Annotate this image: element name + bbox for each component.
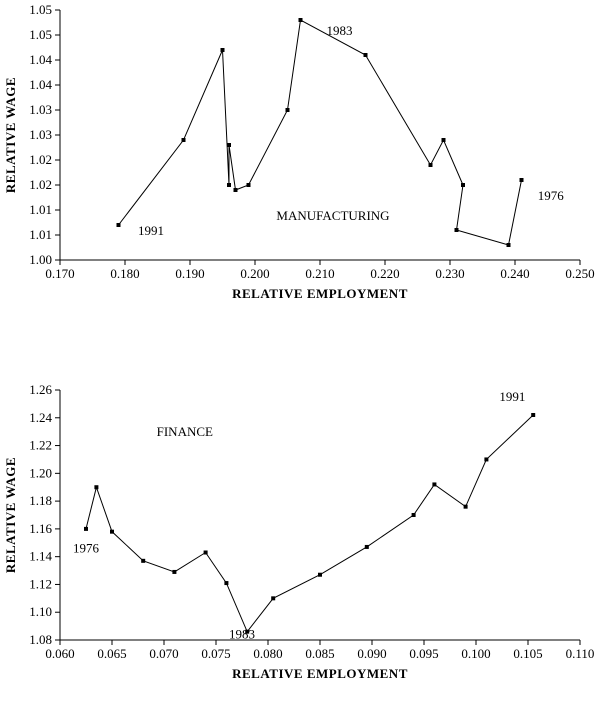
y-tick-label: 1.14 [29,549,52,564]
data-marker [365,545,369,549]
data-marker [204,551,208,555]
y-tick-label: 1.26 [29,382,52,397]
y-tick-label: 1.01 [29,202,52,217]
data-marker [299,18,303,22]
data-marker [84,527,88,531]
x-axis-title: RELATIVE EMPLOYMENT [232,666,408,681]
y-tick-label: 1.24 [29,410,52,425]
y-axis-title: RELATIVE WAGE [3,457,18,573]
data-marker [234,188,238,192]
data-marker [227,183,231,187]
y-tick-label: 1.18 [29,493,52,508]
anno-1991: 1991 [499,389,525,404]
manufacturing-label: MANUFACTURING [276,208,389,223]
x-tick-label: 0.220 [370,266,399,281]
y-tick-label: 1.22 [29,438,52,453]
x-axis-title: RELATIVE EMPLOYMENT [232,286,408,301]
data-marker [172,570,176,574]
y-tick-label: 1.01 [29,227,52,242]
data-marker [141,559,145,563]
data-marker [94,485,98,489]
x-tick-label: 0.090 [357,646,386,661]
x-tick-label: 0.190 [175,266,204,281]
finance-chart: 0.060 0.065 0.070 0.075 0.080 0.085 0.090 0.095… [0,380,600,685]
y-tick-label: 1.02 [29,177,52,192]
x-tick-label: 0.210 [305,266,334,281]
x-tick-label: 0.070 [149,646,178,661]
x-tick-label: 0.110 [566,646,595,661]
data-marker [117,223,121,227]
x-tick-label: 0.080 [253,646,282,661]
data-line [86,415,533,632]
x-tick-label: 0.095 [409,646,438,661]
y-tick-label: 1.05 [29,27,52,42]
data-marker [247,183,251,187]
x-tick-label: 0.200 [240,266,269,281]
manufacturing-svg: 0.170 0.180 0.190 0.200 0.210 0.220 0.230 0.240… [0,0,600,305]
data-marker [461,183,465,187]
manufacturing-chart: 0.170 0.180 0.190 0.200 0.210 0.220 0.230 0.240… [0,0,600,305]
y-tick-label: 1.04 [29,77,52,92]
data-marker [442,138,446,142]
anno-1991: 1991 [138,223,164,238]
data-marker [318,573,322,577]
y-tick-label: 1.00 [29,252,52,267]
data-marker [507,243,511,247]
anno-1976: 1976 [538,188,565,203]
x-tick-label: 0.105 [513,646,542,661]
x-tick-label: 0.060 [45,646,74,661]
y-tick-label: 1.04 [29,52,52,67]
y-tick-label: 1.10 [29,604,52,619]
data-marker [182,138,186,142]
page: { "charts": { "manufacturing": { "type":… [0,0,600,705]
y-tick-label: 1.12 [29,576,52,591]
x-tick-label: 0.085 [305,646,334,661]
x-tick-label: 0.240 [500,266,529,281]
anno-1983: 1983 [229,627,255,642]
y-tick-label: 1.05 [29,2,52,17]
data-marker [520,178,524,182]
y-tick-label: 1.08 [29,632,52,647]
y-tick-label: 1.02 [29,152,52,167]
x-tick-label: 0.250 [565,266,594,281]
x-tick-label: 0.170 [45,266,74,281]
finance-label: FINANCE [157,424,213,439]
data-marker [364,53,368,57]
data-marker [271,596,275,600]
data-marker [432,482,436,486]
x-tick-label: 0.100 [461,646,490,661]
data-marker [531,413,535,417]
data-marker [227,143,231,147]
data-marker [224,581,228,585]
x-tick-label: 0.075 [201,646,230,661]
data-marker [221,48,225,52]
x-tick-label: 0.065 [97,646,126,661]
anno-1983: 1983 [327,23,353,38]
y-tick-label: 1.03 [29,127,52,142]
finance-svg: 0.060 0.065 0.070 0.075 0.080 0.085 0.090 0.095… [0,380,600,685]
data-marker [110,530,114,534]
data-marker [286,108,290,112]
anno-1976: 1976 [73,541,100,556]
y-tick-label: 1.16 [29,521,52,536]
data-marker [455,228,459,232]
data-marker [429,163,433,167]
x-tick-label: 0.180 [110,266,139,281]
data-marker [464,505,468,509]
x-tick-label: 0.230 [435,266,464,281]
y-tick-label: 1.03 [29,102,52,117]
y-axis-title: RELATIVE WAGE [3,77,18,193]
y-tick-label: 1.20 [29,465,52,480]
data-marker [412,513,416,517]
data-marker [484,457,488,461]
